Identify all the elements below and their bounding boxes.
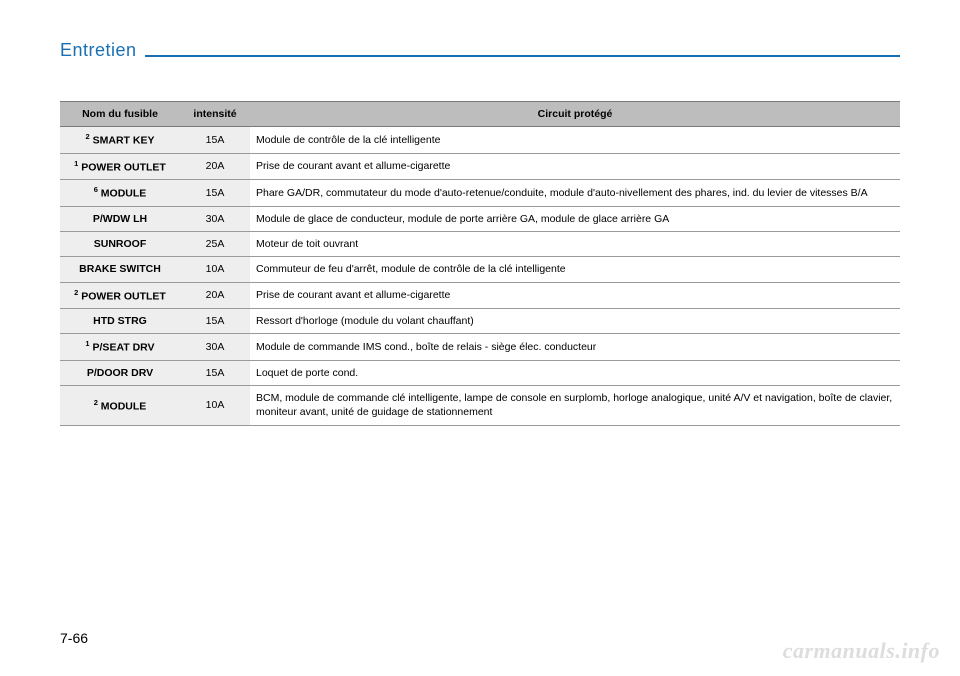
cell-description: Phare GA/DR, commutateur du mode d'auto-… [250, 180, 900, 207]
header-amps: intensité [180, 102, 250, 127]
fuse-table: Nom du fusible intensité Circuit protégé… [60, 101, 900, 426]
cell-fuse-name: BRAKE SWITCH [60, 257, 180, 282]
table-row: BRAKE SWITCH10ACommuteur de feu d'arrêt,… [60, 257, 900, 282]
cell-intensity: 15A [180, 309, 250, 334]
table-row: 1 POWER OUTLET20APrise de courant avant … [60, 153, 900, 180]
page-number: 7-66 [60, 630, 88, 646]
cell-description: Loquet de porte cond. [250, 361, 900, 386]
header-desc: Circuit protégé [250, 102, 900, 127]
cell-intensity: 25A [180, 232, 250, 257]
cell-fuse-name: 1 POWER OUTLET [60, 153, 180, 180]
cell-intensity: 20A [180, 282, 250, 309]
table-header-row: Nom du fusible intensité Circuit protégé [60, 102, 900, 127]
cell-intensity: 15A [180, 180, 250, 207]
cell-fuse-name: P/DOOR DRV [60, 361, 180, 386]
superscript: 2 [74, 288, 78, 297]
cell-intensity: 10A [180, 257, 250, 282]
header-name: Nom du fusible [60, 102, 180, 127]
cell-intensity: 20A [180, 153, 250, 180]
cell-description: Prise de courant avant et allume-cigaret… [250, 282, 900, 309]
cell-description: Moteur de toit ouvrant [250, 232, 900, 257]
cell-description: Ressort d'horloge (module du volant chau… [250, 309, 900, 334]
cell-description: BCM, module de commande clé intelligente… [250, 386, 900, 425]
table-row: 1 P/SEAT DRV30AModule de commande IMS co… [60, 334, 900, 361]
cell-description: Module de glace de conducteur, module de… [250, 207, 900, 232]
cell-fuse-name: P/WDW LH [60, 207, 180, 232]
table-row: P/WDW LH30AModule de glace de conducteur… [60, 207, 900, 232]
table-row: 2 SMART KEY15AModule de contrôle de la c… [60, 127, 900, 154]
title-rule [145, 55, 900, 57]
table-row: SUNROOF25AMoteur de toit ouvrant [60, 232, 900, 257]
table-body: 2 SMART KEY15AModule de contrôle de la c… [60, 127, 900, 426]
watermark: carmanuals.info [783, 638, 940, 664]
cell-intensity: 15A [180, 127, 250, 154]
cell-fuse-name: 2 SMART KEY [60, 127, 180, 154]
superscript: 1 [74, 159, 78, 168]
cell-fuse-name: 1 P/SEAT DRV [60, 334, 180, 361]
cell-intensity: 30A [180, 207, 250, 232]
cell-description: Commuteur de feu d'arrêt, module de cont… [250, 257, 900, 282]
page-container: Entretien Nom du fusible intensité Circu… [0, 0, 960, 426]
section-title: Entretien [60, 40, 145, 61]
cell-intensity: 10A [180, 386, 250, 425]
cell-description: Module de contrôle de la clé intelligent… [250, 127, 900, 154]
cell-fuse-name: HTD STRG [60, 309, 180, 334]
table-row: 2 POWER OUTLET20APrise de courant avant … [60, 282, 900, 309]
superscript: 2 [86, 132, 90, 141]
cell-fuse-name: 2 MODULE [60, 386, 180, 425]
cell-description: Prise de courant avant et allume-cigaret… [250, 153, 900, 180]
table-row: 2 MODULE10ABCM, module de commande clé i… [60, 386, 900, 425]
cell-intensity: 30A [180, 334, 250, 361]
superscript: 1 [85, 339, 89, 348]
superscript: 6 [94, 185, 98, 194]
cell-fuse-name: SUNROOF [60, 232, 180, 257]
superscript: 2 [94, 398, 98, 407]
table-row: HTD STRG15ARessort d'horloge (module du … [60, 309, 900, 334]
cell-description: Module de commande IMS cond., boîte de r… [250, 334, 900, 361]
section-header: Entretien [60, 40, 900, 61]
cell-fuse-name: 2 POWER OUTLET [60, 282, 180, 309]
cell-intensity: 15A [180, 361, 250, 386]
table-row: P/DOOR DRV15ALoquet de porte cond. [60, 361, 900, 386]
cell-fuse-name: 6 MODULE [60, 180, 180, 207]
table-row: 6 MODULE15APhare GA/DR, commutateur du m… [60, 180, 900, 207]
